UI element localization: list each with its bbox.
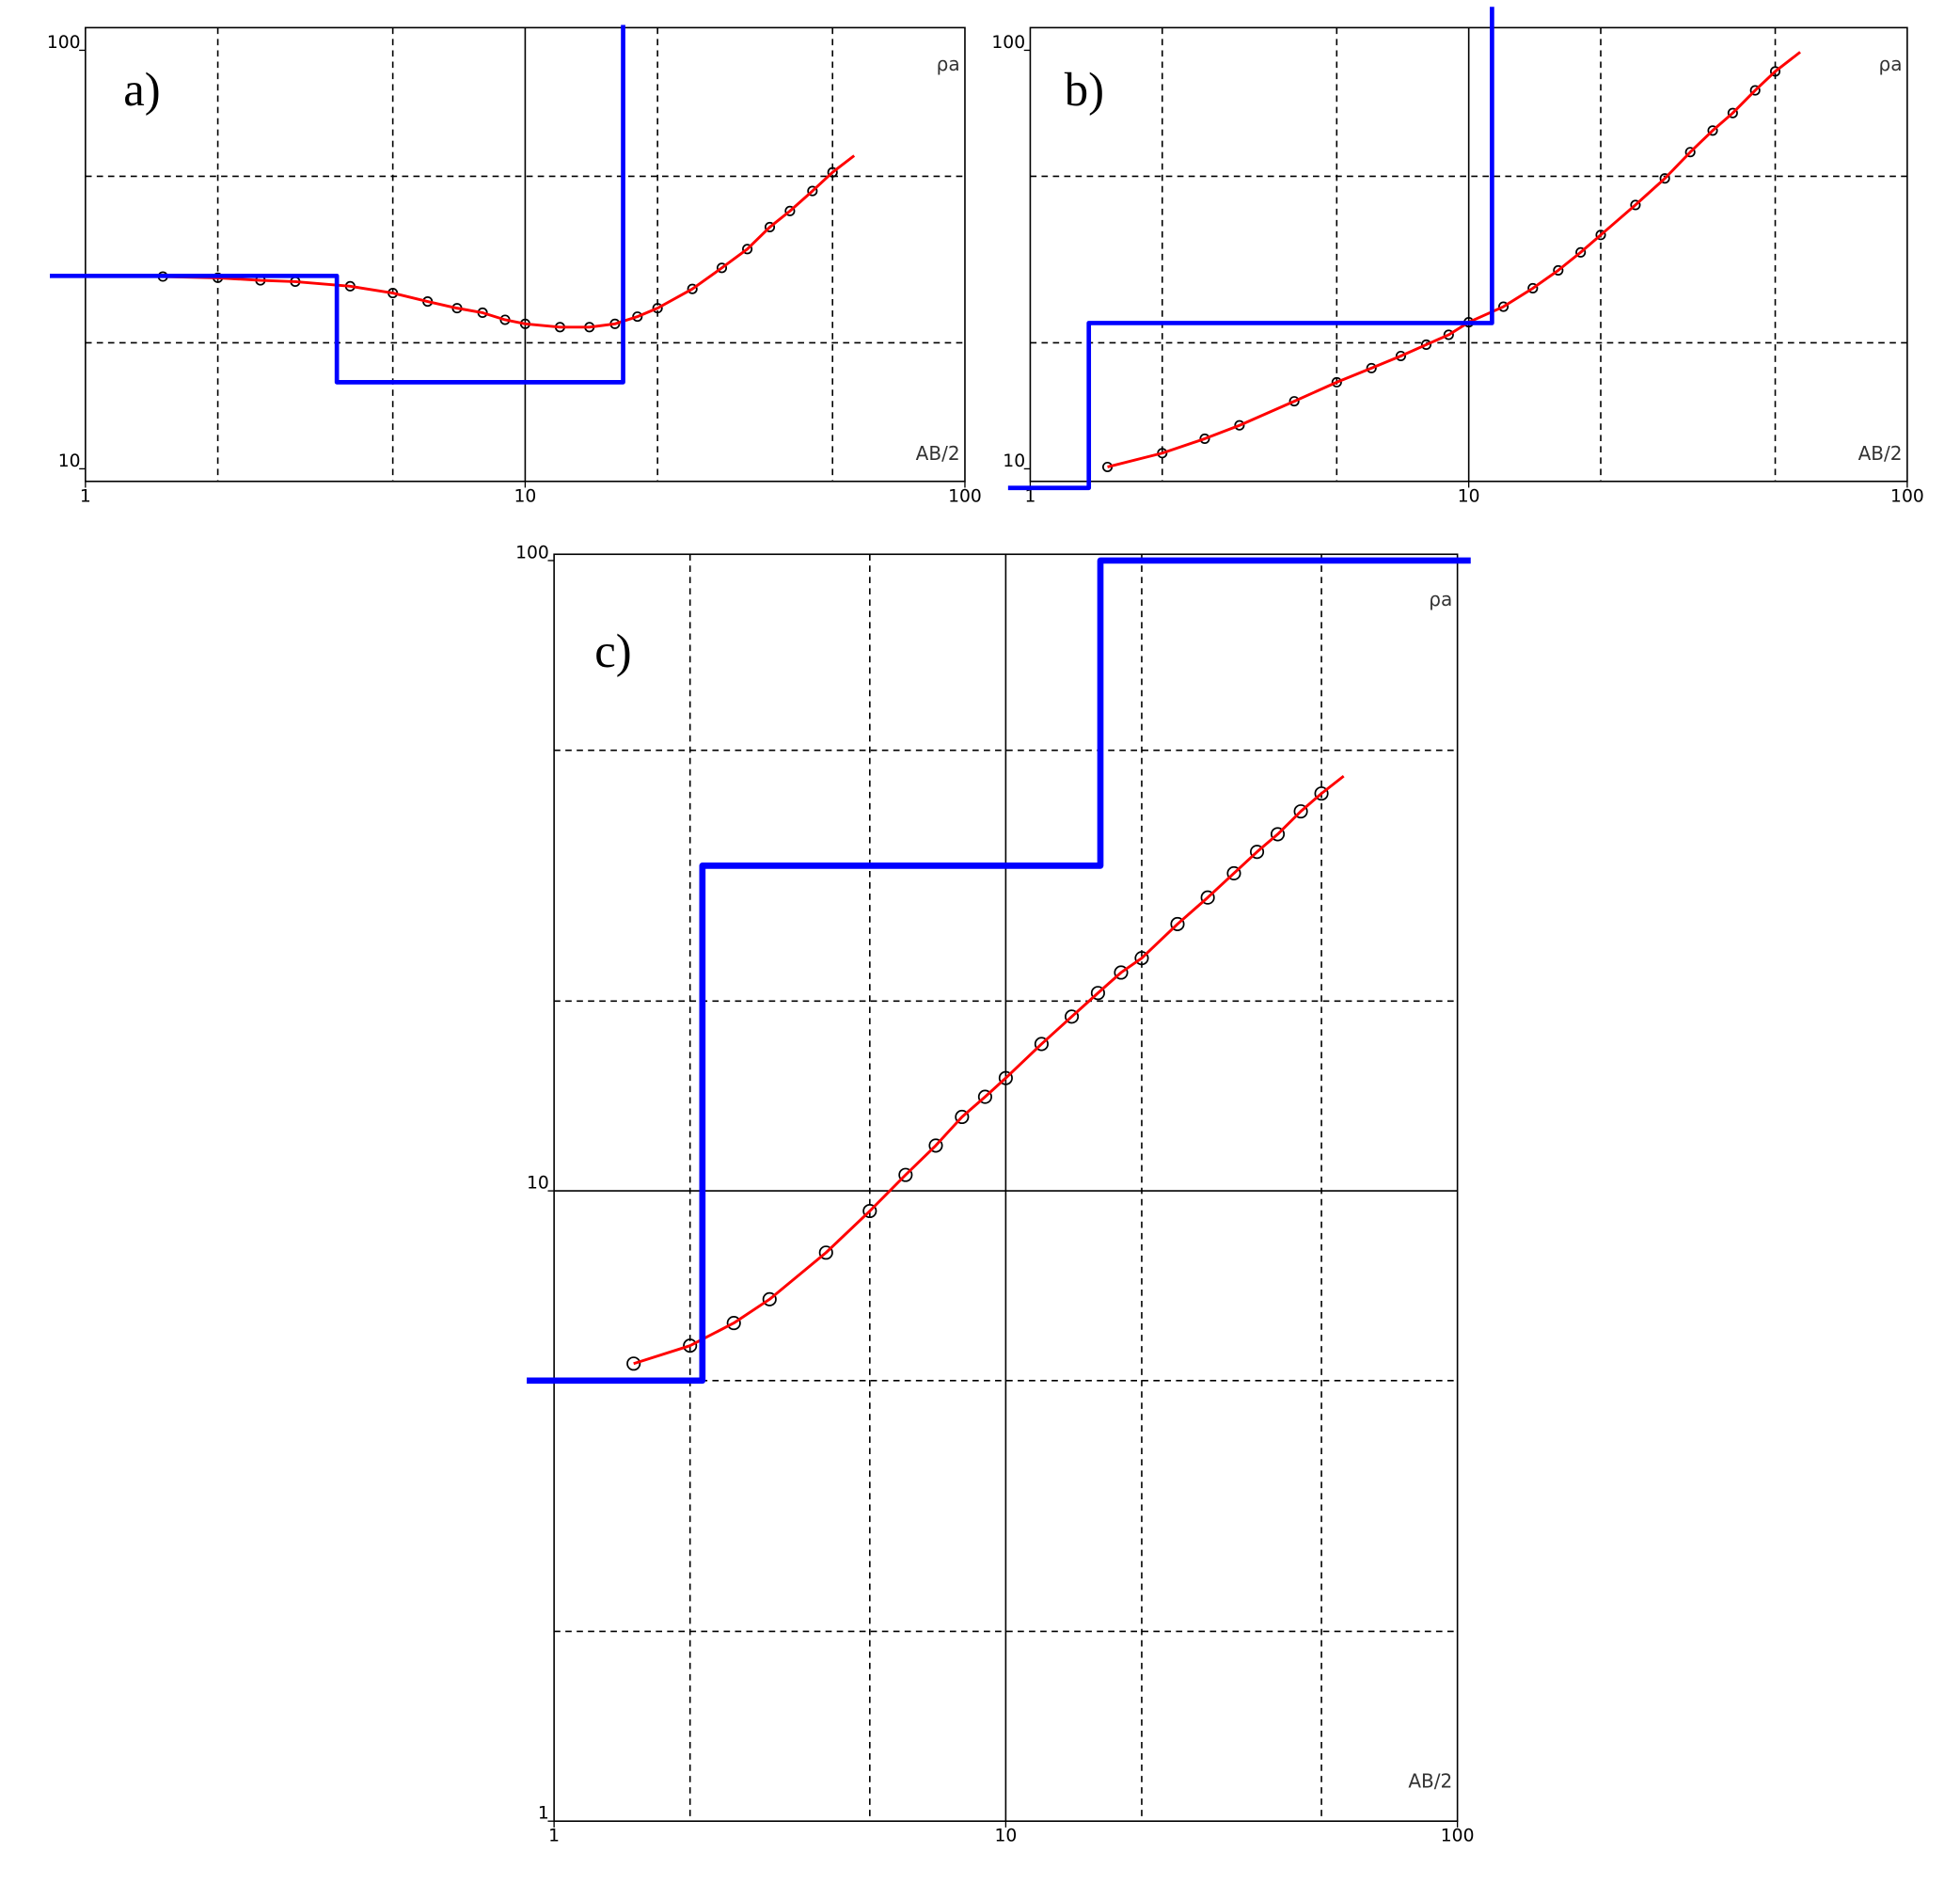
data-point [1226,865,1241,881]
y-tick-label: 10 [527,1174,549,1194]
x-axis-label: AB/2 [1858,442,1903,465]
data-point [998,1070,1013,1085]
y-tick-label: 10 [1003,451,1025,471]
y-tick-label: 1 [538,1804,549,1824]
data-point [626,1356,641,1371]
data-point [1727,107,1738,119]
data-point [1134,951,1149,966]
x-tick-label: 10 [994,1827,1017,1846]
data-point [977,1089,992,1104]
chart-panel: 1 10 100 10 100 a) ρa AB/2 [47,24,982,506]
fitted-curve [163,154,856,329]
data-point [862,1203,877,1219]
data-point [1443,329,1454,340]
data-point [1769,66,1781,77]
x-tick-label: 1 [1024,486,1035,506]
x-tick-label: 100 [1890,486,1924,506]
x-tick-label: 10 [1458,486,1480,506]
y-tick-label: 100 [991,33,1025,53]
data-point [928,1138,943,1153]
x-tick-label: 10 [514,486,537,506]
data-point [1170,916,1185,931]
data-point [1575,246,1587,258]
chart-panel: 1 10 100 10 100 b) ρa AB/2 [991,7,1924,506]
y-tick-label: 100 [515,543,549,562]
data-point [827,166,838,178]
data-point [1553,264,1564,276]
x-tick-label: 1 [80,486,91,506]
data-point [1034,1037,1049,1052]
data-point [716,262,728,274]
data-point [1331,376,1342,388]
data-point [762,1291,777,1306]
chart-panel: 1 10 100 1 10 100 c) ρa AB/2 [515,543,1474,1845]
data-point [784,205,796,216]
data-point [1684,147,1696,158]
y-axis-label: ρa [1429,588,1452,610]
x-axis-label: AB/2 [1408,1769,1452,1792]
y-axis-label: ρa [937,53,960,75]
data-point [1314,786,1329,801]
data-point [726,1316,741,1331]
data-point [1293,804,1308,819]
y-axis-label: ρa [1879,53,1903,75]
layer-model [527,557,1471,1385]
data-point [1498,301,1510,312]
data-point [1707,125,1718,136]
y-tick-label: 10 [58,451,81,471]
data-point [1527,282,1539,294]
panel-label: a) [123,63,160,116]
data-point [1395,350,1406,362]
y-tick-label: 100 [47,33,81,53]
data-point [1366,362,1377,373]
x-tick-label: 100 [1441,1827,1475,1846]
data-point [652,303,663,314]
data-point [1065,1009,1080,1024]
data-point [1630,199,1641,211]
data-point [742,244,753,255]
data-point [687,283,698,294]
data-point [1595,230,1606,241]
data-point [1288,396,1300,407]
layer-model [50,24,625,385]
x-tick-label: 100 [948,486,982,506]
panel-label: b) [1065,63,1104,116]
x-axis-label: AB/2 [916,442,960,465]
data-point [1749,85,1761,96]
data-point [1200,890,1215,905]
data-point [1234,420,1245,431]
data-point [1114,965,1129,980]
panel-label: c) [594,625,631,677]
data-point [1659,173,1670,184]
data-point [1270,827,1286,842]
layer-model [1007,7,1494,491]
fitted-curve [633,774,1345,1366]
x-tick-label: 1 [548,1827,560,1846]
data-point [1090,986,1105,1001]
data-point [955,1109,970,1125]
data-point [1420,339,1432,350]
data-point [818,1245,833,1260]
data-point [1199,433,1210,444]
fitted-curve [1107,51,1801,468]
data-point [683,1338,698,1354]
data-point [898,1167,913,1182]
data-point [807,185,818,197]
data-point [764,221,776,232]
data-point [1250,845,1265,860]
